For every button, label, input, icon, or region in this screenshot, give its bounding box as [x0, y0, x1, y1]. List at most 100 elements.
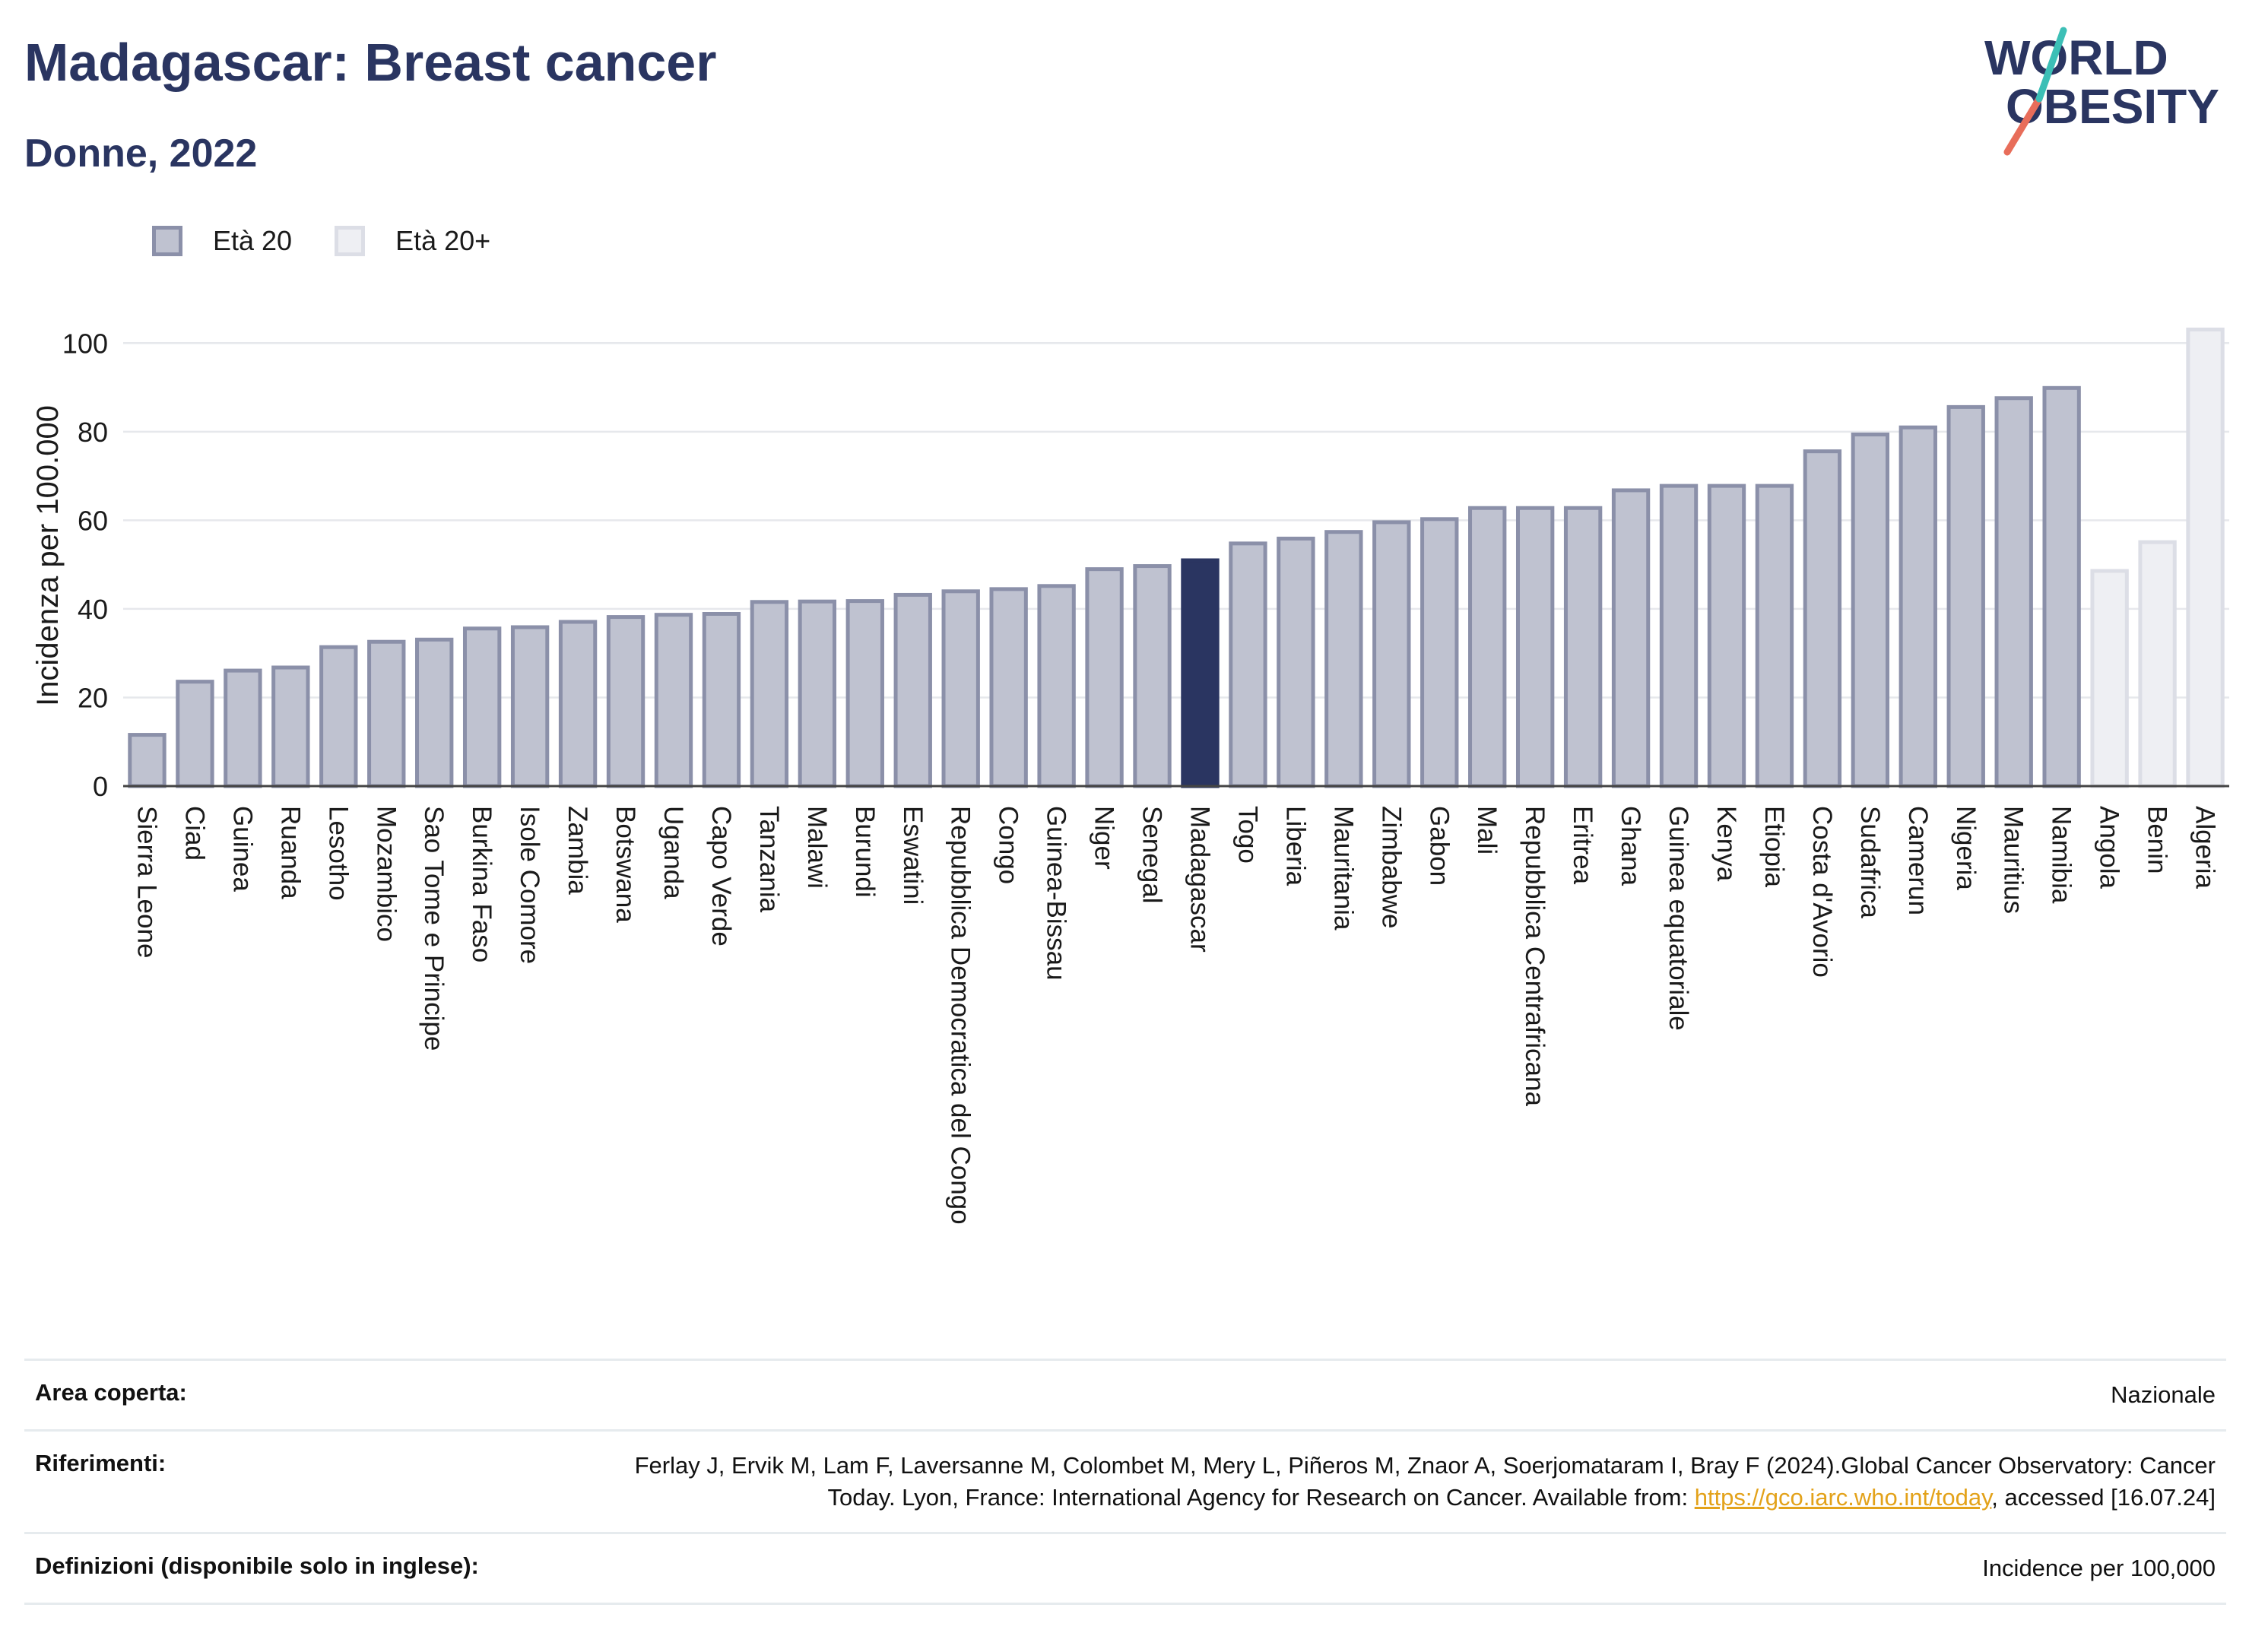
bar: [1994, 396, 2033, 788]
x-tick-label: Mozambico: [371, 806, 401, 942]
x-tick-label: Sao Tome e Principe: [419, 806, 449, 1051]
y-tick-label: 60: [78, 505, 108, 536]
bar: [702, 612, 741, 788]
references-link[interactable]: https://gco.iarc.who.int/today: [1694, 1484, 1992, 1511]
x-tick-label: Liberia: [1280, 806, 1310, 886]
x-tick-label: Benin: [2143, 806, 2172, 874]
bar-chart: 0 20 40 60 80 100 Sierra Leone Ciad Guinea Ruanda…: [31, 327, 2229, 1225]
bar: [367, 639, 406, 788]
bar: [1611, 488, 1651, 788]
x-tick-label: Guinea equatoriale: [1664, 806, 1693, 1031]
bar: [1563, 506, 1603, 788]
x-tick-label: Guinea: [227, 806, 257, 892]
meta-row-definitions: Definizioni (disponibile solo in inglese…: [24, 1532, 2226, 1605]
x-tick-label: Camerun: [1903, 806, 1933, 915]
definitions-label: Definizioni (disponibile solo in inglese…: [35, 1552, 479, 1579]
references-text: Ferlay J, Ervik M, Lam F, Laversanne M, …: [634, 1452, 2216, 1511]
meta-row-references: Riferimenti: Ferlay J, Ervik M, Lam F, L…: [24, 1429, 2226, 1532]
x-tick-label: Eswatini: [898, 806, 928, 905]
bar: [654, 613, 693, 788]
x-tick-label: Eritrea: [1568, 806, 1597, 885]
bar: [893, 592, 932, 788]
bar: [558, 620, 598, 788]
legend-item-age20plus[interactable]: Età 20+: [335, 225, 490, 257]
y-tick-label: 20: [78, 682, 108, 713]
bar: [941, 589, 980, 788]
bar: [750, 600, 789, 788]
x-tick-label: Ciad: [179, 806, 209, 861]
x-tick-label: Burundi: [850, 806, 880, 898]
bar: [1324, 530, 1363, 788]
world-obesity-logo: WORLD OBESITY: [1984, 27, 2219, 156]
bar: [606, 615, 646, 788]
x-tick-label: Zimbabwe: [1376, 806, 1406, 928]
x-tick-label: Nigeria: [1951, 806, 1981, 890]
x-tick-label: Burkina Faso: [467, 806, 496, 962]
references-suffix: , accessed [16.07.24]: [1991, 1484, 2216, 1511]
bar: [1229, 541, 1267, 788]
bar: [271, 665, 310, 788]
bar: [989, 587, 1028, 788]
bar: [1372, 520, 1411, 788]
x-tick-label: Togo: [1232, 806, 1262, 864]
bar: [1898, 425, 1937, 788]
x-tick-label: Ruanda: [275, 806, 305, 899]
bar: [2090, 569, 2129, 788]
x-tick-label: Sierra Leone: [132, 806, 161, 958]
logo-line1: WORLD: [1984, 30, 2168, 85]
chart-title: Madagascar: Breast cancer: [24, 33, 717, 92]
x-tick-label: Niger: [1090, 806, 1119, 870]
x-tick-label: Malawi: [802, 806, 832, 889]
x-tick-label: Zambia: [563, 806, 592, 895]
bar: [1085, 567, 1124, 788]
bar: [1755, 484, 1794, 788]
bar: [1420, 517, 1459, 788]
x-tick-label: Angola: [2095, 806, 2124, 889]
area-value: Nazionale: [2111, 1381, 2216, 1408]
legend-item-age20[interactable]: Età 20: [152, 225, 292, 257]
legend-swatch-age20plus: [335, 226, 366, 256]
bar: [1707, 484, 1746, 788]
x-tick-label: Tanzania: [754, 806, 784, 913]
bar: [1803, 449, 1842, 788]
legend-label-age20: Età 20: [213, 225, 293, 256]
meta-row-area: Area coperta: Nazionale: [24, 1359, 2226, 1429]
bar: [510, 625, 550, 788]
x-tick-label: Repubblica Centrafricana: [1520, 806, 1550, 1106]
area-label: Area coperta:: [35, 1379, 187, 1406]
bar: [2186, 327, 2225, 788]
legend-label-age20plus: Età 20+: [395, 225, 491, 256]
x-tick-label: Etiopia: [1759, 806, 1789, 888]
bar: [845, 599, 884, 788]
bar: [1277, 536, 1315, 788]
bar: [1515, 506, 1555, 788]
x-tick-label: Guinea-Bissau: [1042, 806, 1071, 981]
bar: [319, 645, 358, 788]
x-tick-label: Repubblica Democratica del Congo: [946, 806, 975, 1225]
y-tick-label: 40: [78, 594, 108, 625]
y-tick-label: 0: [93, 771, 108, 802]
bar: [1181, 558, 1220, 788]
chart-legend: Età 20 Età 20+: [152, 225, 533, 257]
x-tick-label: Costa d'Avorio: [1807, 806, 1837, 978]
bar: [462, 626, 502, 788]
references-value: Ferlay J, Ervik M, Lam F, Laversanne M, …: [619, 1450, 2216, 1514]
bar: [1659, 484, 1699, 788]
y-tick-label: 80: [78, 417, 108, 448]
x-tick-label: Senegal: [1137, 806, 1167, 903]
x-tick-label: Gabon: [1424, 806, 1454, 886]
x-tick-label: Ghana: [1616, 806, 1645, 886]
bar: [1133, 564, 1172, 788]
references-label: Riferimenti:: [35, 1450, 167, 1476]
x-tick-label: Lesotho: [323, 806, 353, 901]
x-tick-label: Namibia: [2047, 806, 2076, 904]
bar: [2042, 385, 2081, 788]
bar: [798, 599, 837, 788]
x-tick-label: Uganda: [658, 806, 688, 899]
bar: [2138, 540, 2177, 788]
x-tick-label: Isole Comore: [515, 806, 544, 964]
y-axis-title: Incidenza per 100.000: [31, 405, 65, 706]
bar: [1037, 584, 1076, 788]
x-tick-label: Kenya: [1711, 806, 1741, 882]
x-tick-label: Mauritius: [1999, 806, 2029, 914]
